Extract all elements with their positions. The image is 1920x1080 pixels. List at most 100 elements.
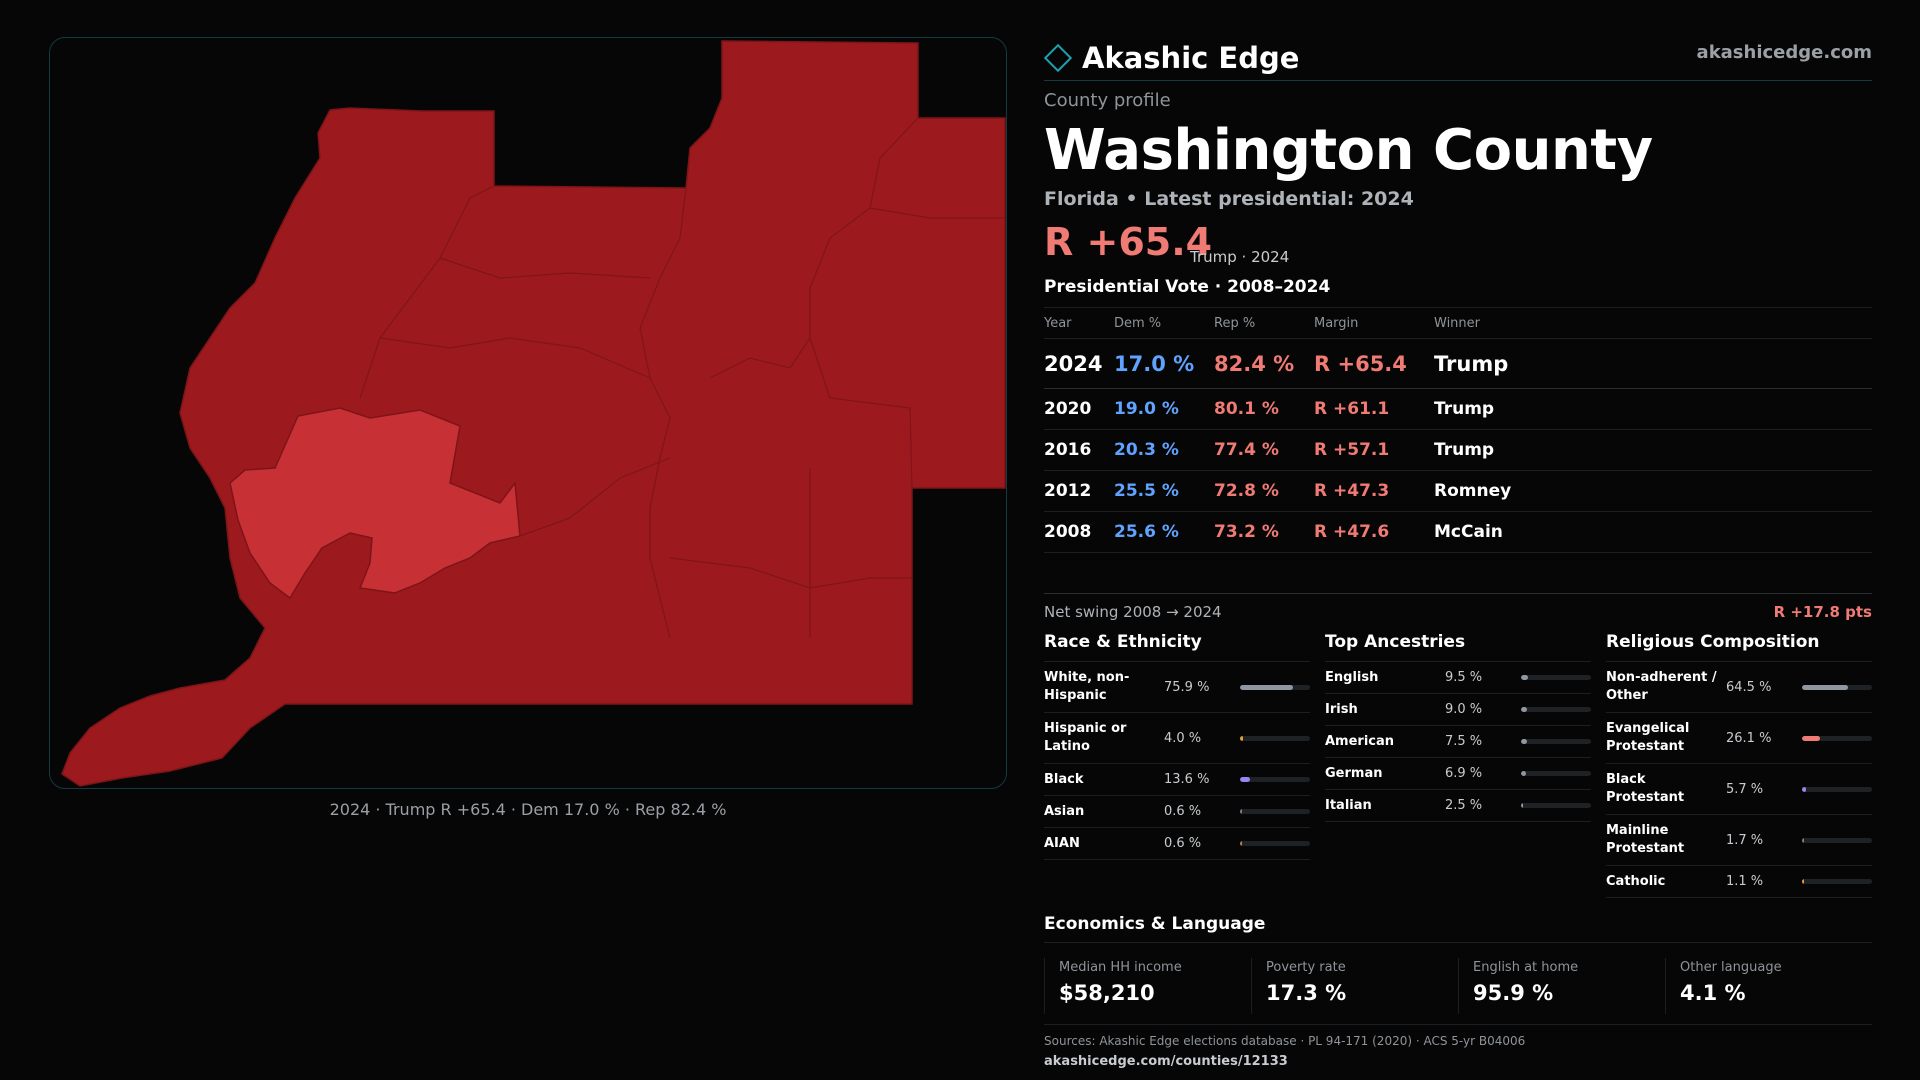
county-region-main[interactable]	[61, 40, 1006, 787]
vote-cell-winner: Trump	[1434, 399, 1495, 419]
race-value: 13.6 %	[1164, 772, 1210, 787]
economics-card-value: 17.3 %	[1266, 981, 1347, 1005]
race-label: Black	[1044, 771, 1084, 787]
religion-bar-track	[1802, 684, 1872, 690]
brand-name: Akashic Edge	[1082, 41, 1300, 75]
vote-cell-winner: Romney	[1434, 481, 1512, 501]
vote-table: Year Dem % Rep % Margin Winner 2024 17.0 …	[1044, 307, 1872, 553]
ancestry-bar-fill	[1521, 803, 1524, 808]
swing-divider	[1044, 593, 1872, 594]
religion-bar-track	[1802, 879, 1872, 884]
religion-bar-track	[1802, 837, 1872, 843]
ancestry-bar-fill	[1521, 675, 1528, 680]
vote-cell-rep: 72.8 %	[1214, 481, 1279, 501]
religion-label: Black Protestant	[1606, 772, 1685, 805]
vote-cell-margin: R +57.1	[1314, 440, 1390, 460]
vote-cell-margin: R +47.3	[1314, 481, 1390, 501]
page-kicker: County profile	[1044, 90, 1171, 111]
race-label: Hispanic or Latino	[1044, 721, 1127, 754]
brand[interactable]: Akashic Edge	[1043, 36, 1300, 80]
county-profile-panel: Akashic Edge akashicedge.com County prof…	[1043, 30, 1872, 1070]
religion-value: 1.7 %	[1726, 832, 1764, 848]
race-bar-track	[1240, 841, 1310, 846]
ancestry-value: 7.5 %	[1445, 734, 1483, 749]
vote-cell-dem: 20.3 %	[1114, 440, 1179, 460]
economics-section-title: Economics & Language	[1044, 914, 1266, 934]
county-map-svg[interactable]	[50, 38, 1007, 789]
swing-label: Net swing 2008 → 2024	[1044, 603, 1222, 621]
race-label: White, non-Hispanic	[1044, 670, 1130, 703]
brand-url-link[interactable]: akashicedge.com	[1696, 42, 1872, 63]
race-value: 0.6 %	[1164, 836, 1202, 851]
vote-cell-year: 2020	[1044, 399, 1092, 419]
religion-bar-track	[1802, 735, 1872, 741]
vote-cell-rep: 73.2 %	[1214, 522, 1279, 542]
race-label: Asian	[1044, 803, 1085, 819]
race-value: 75.9 %	[1164, 679, 1210, 695]
religion-section-title: Religious Composition	[1606, 632, 1872, 662]
ancestry-label: German	[1325, 765, 1383, 781]
race-section-title: Race & Ethnicity	[1044, 632, 1310, 662]
economics-card: Other language 4.1 %	[1665, 958, 1872, 1014]
economics-card-label: Median HH income	[1059, 960, 1182, 975]
economics-card: Poverty rate 17.3 %	[1251, 958, 1458, 1014]
religion-section: Religious Composition Non-adherent / Oth…	[1606, 632, 1872, 898]
economics-card-label: English at home	[1473, 960, 1579, 975]
ancestry-value: 9.0 %	[1445, 702, 1483, 717]
map-caption: 2024 · Trump R +65.4 · Dem 17.0 % · Rep …	[329, 800, 727, 819]
vote-section-title: Presidential Vote · 2008–2024	[1044, 277, 1331, 297]
economics-cards: Median HH income $58,210 Poverty rate 17.3 …	[1044, 958, 1872, 1014]
vote-cell-winner: Trump	[1434, 440, 1495, 460]
ancestry-row: American 7.5 %	[1325, 726, 1591, 758]
race-label: AIAN	[1044, 835, 1080, 851]
header-margin: Margin	[1314, 315, 1359, 331]
economics-card-value: 4.1 %	[1680, 981, 1746, 1005]
vote-cell-year: 2008	[1044, 522, 1092, 542]
vote-table-header: Year Dem % Rep % Margin Winner	[1044, 307, 1872, 339]
religion-label: Mainline Protestant	[1606, 823, 1685, 856]
economics-card: English at home 95.9 %	[1458, 958, 1665, 1014]
page-subtitle: Florida • Latest presidential: 2024	[1044, 188, 1414, 210]
header-winner: Winner	[1434, 315, 1481, 331]
ancestry-bar-track	[1521, 803, 1591, 808]
race-bar-fill	[1240, 684, 1294, 690]
vote-cell-dem: 25.5 %	[1114, 481, 1179, 501]
ancestry-bar-track	[1521, 771, 1591, 776]
county-region-highlight[interactable]	[229, 407, 521, 600]
ancestry-value: 6.9 %	[1445, 766, 1483, 781]
race-row: Hispanic or Latino 4.0 %	[1044, 713, 1310, 764]
ancestry-bar-fill	[1521, 771, 1526, 776]
headline-note: Trump · 2024	[1190, 248, 1290, 266]
county-map[interactable]	[49, 37, 1007, 789]
ancestry-value: 2.5 %	[1445, 798, 1483, 813]
vote-cell-winner: McCain	[1434, 522, 1503, 542]
religion-bar-fill	[1802, 786, 1807, 792]
source-url-link[interactable]: akashicedge.com/counties/12133	[1044, 1054, 1288, 1069]
header-year: Year	[1044, 315, 1072, 331]
vote-row: 2008 25.6 % 73.2 % R +47.6 McCain	[1044, 512, 1872, 553]
sources-note: Sources: Akashic Edge elections database…	[1044, 1034, 1526, 1048]
vote-cell-margin: R +47.6	[1314, 522, 1390, 542]
page-title: Washington County	[1044, 118, 1653, 183]
economics-card-label: Poverty rate	[1266, 960, 1346, 975]
economics-card-value: 95.9 %	[1473, 981, 1554, 1005]
vote-row: 2016 20.3 % 77.4 % R +57.1 Trump	[1044, 430, 1872, 471]
race-bar-track	[1240, 809, 1310, 814]
religion-row: Non-adherent / Other 64.5 %	[1606, 662, 1872, 713]
ancestry-label: Italian	[1325, 797, 1372, 813]
vote-row: 2024 17.0 % 82.4 % R +65.4 Trump	[1044, 339, 1872, 389]
race-bar-fill	[1240, 809, 1243, 814]
vote-cell-year: 2024	[1044, 351, 1103, 376]
precinct-borders	[359, 117, 1005, 639]
religion-row: Black Protestant 5.7 %	[1606, 764, 1872, 815]
vote-cell-winner: Trump	[1434, 351, 1509, 376]
religion-row: Mainline Protestant 1.7 %	[1606, 815, 1872, 866]
economics-card-value: $58,210	[1059, 981, 1155, 1005]
race-row: Black 13.6 %	[1044, 764, 1310, 796]
religion-bar-fill	[1802, 735, 1821, 741]
ancestry-bar-fill	[1521, 739, 1527, 744]
ancestry-label: Irish	[1325, 701, 1358, 717]
vote-cell-margin: R +61.1	[1314, 399, 1390, 419]
ancestry-section-title: Top Ancestries	[1325, 632, 1591, 662]
race-bar-track	[1240, 684, 1310, 690]
